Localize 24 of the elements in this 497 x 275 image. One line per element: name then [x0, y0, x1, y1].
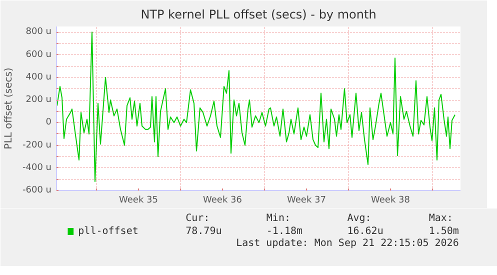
- x-tick-label: Week 37: [287, 196, 326, 206]
- y-tick-label: -600 u: [22, 186, 52, 196]
- x-tick-label: Week 36: [203, 196, 242, 206]
- y-tick-label: -400 u: [22, 162, 52, 173]
- text: Avg:: [347, 213, 372, 224]
- x-tick-label: Week 38: [371, 196, 410, 206]
- y-tick-label: -200 u: [22, 140, 52, 150]
- y-tick-label: 600 u: [26, 50, 52, 60]
- y-tick-label: 0: [46, 118, 52, 128]
- text: Min:: [266, 213, 291, 224]
- text: Cur:: [186, 213, 210, 224]
- y-axis-title: PLL offset (secs): [4, 68, 15, 150]
- text: Max:: [428, 213, 453, 224]
- chart-title: NTP kernel PLL offset (secs) - by month: [140, 8, 376, 22]
- text: Last update: Mon Sep 21 22:15:05 2026: [236, 238, 459, 249]
- y-tick-label: 800 u: [26, 27, 52, 38]
- legend-label: pll-offset: [78, 226, 138, 237]
- y-tick-label: 400 u: [26, 72, 52, 82]
- text: 16.62u: [347, 226, 384, 237]
- text: -1.18m: [266, 226, 303, 237]
- y-tick-label: 200 u: [26, 95, 52, 106]
- text: 1.50m: [428, 226, 459, 237]
- text: 78.79u: [186, 226, 222, 237]
- x-tick-label: Week 35: [119, 196, 158, 206]
